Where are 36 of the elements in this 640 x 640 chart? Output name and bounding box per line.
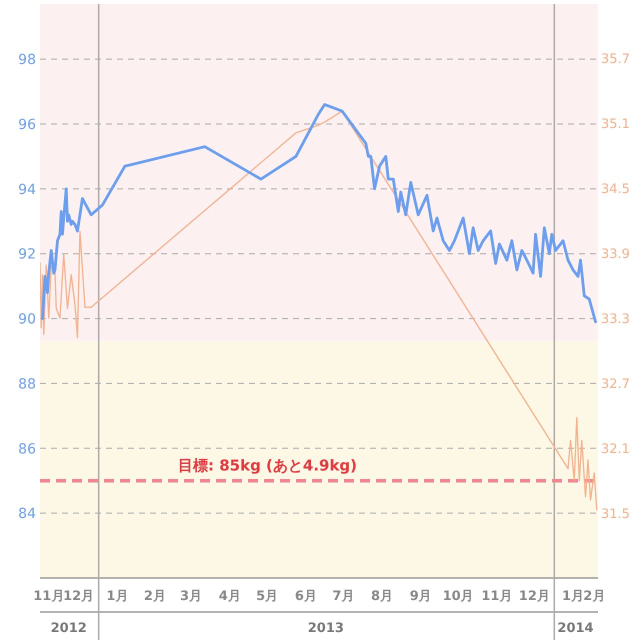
x-tick-label: 2月 bbox=[583, 589, 606, 604]
y2-tick-label: 33.3 bbox=[601, 312, 630, 328]
y-tick-label: 90 bbox=[18, 312, 36, 328]
x2-tick-label: 2014 bbox=[557, 621, 594, 636]
y2-tick-label: 31.5 bbox=[601, 507, 630, 522]
y2-tick-label: 34.5 bbox=[601, 182, 630, 198]
x-tick-label: 2月 bbox=[144, 589, 166, 604]
y-tick-label: 98 bbox=[18, 52, 36, 68]
x-tick-label: 1月 bbox=[106, 589, 128, 604]
y-tick-label: 94 bbox=[18, 182, 36, 198]
x2-tick-label: 2012 bbox=[50, 621, 87, 636]
y-tick-label: 84 bbox=[18, 506, 36, 522]
x-tick-label: 3月 bbox=[180, 589, 202, 604]
x-tick-label: 4月 bbox=[218, 589, 241, 604]
x2-tick-label: 2013 bbox=[308, 621, 344, 636]
y2-tick-label: 35.7 bbox=[601, 52, 630, 68]
y2-tick-label: 32.1 bbox=[601, 442, 630, 458]
y-tick-label: 88 bbox=[18, 376, 36, 392]
x-tick-label: 12月 bbox=[518, 589, 550, 604]
x-tick-label: 12月 bbox=[63, 589, 94, 604]
x-tick-label: 9月 bbox=[410, 589, 432, 604]
x-tick-label: 10月 bbox=[442, 589, 474, 604]
y2-tick-label: 35.1 bbox=[601, 117, 630, 132]
y-tick-label: 86 bbox=[18, 441, 36, 458]
x-tick-label: 7月 bbox=[332, 589, 354, 604]
y-tick-label: 96 bbox=[18, 116, 36, 133]
y2-tick-label: 33.9 bbox=[601, 247, 630, 262]
x-tick-label: 11月 bbox=[481, 589, 512, 604]
x-tick-label: 6月 bbox=[294, 589, 317, 604]
x-tick-label: 11月 bbox=[33, 589, 64, 604]
y-tick-label: 92 bbox=[18, 246, 36, 263]
x-tick-label: 8月 bbox=[371, 589, 394, 604]
x-tick-label: 1月 bbox=[562, 589, 584, 604]
ref-line-label: 目標: 85kg (あと4.9kg) bbox=[178, 456, 358, 475]
y2-tick-label: 32.7 bbox=[601, 377, 630, 392]
x-tick-label: 5月 bbox=[256, 589, 278, 604]
